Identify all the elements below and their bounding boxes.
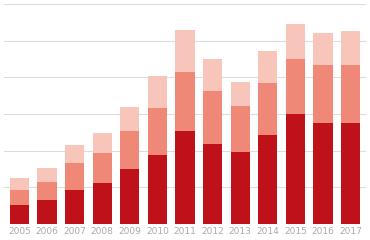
Bar [341,31,360,65]
Bar [10,178,29,190]
Bar [65,190,84,224]
Bar [313,65,333,123]
Bar [203,59,222,91]
Bar [148,155,167,224]
Bar [148,108,167,155]
Bar [92,153,112,183]
Bar [37,168,57,182]
Bar [148,76,167,108]
Bar [258,83,278,135]
Bar [203,144,222,224]
Bar [65,163,84,190]
Bar [37,182,57,200]
Bar [341,65,360,123]
Bar [203,91,222,144]
Bar [120,131,139,169]
Bar [231,82,250,106]
Bar [120,107,139,131]
Bar [231,152,250,224]
Bar [92,133,112,153]
Bar [65,144,84,163]
Bar [286,59,305,114]
Bar [258,135,278,224]
Bar [286,24,305,59]
Bar [231,106,250,152]
Bar [175,72,195,131]
Bar [286,114,305,224]
Bar [120,169,139,224]
Bar [92,183,112,224]
Bar [37,200,57,224]
Bar [258,51,278,83]
Bar [175,131,195,224]
Bar [10,205,29,224]
Bar [341,123,360,224]
Bar [175,30,195,72]
Bar [313,33,333,65]
Bar [10,190,29,205]
Bar [313,123,333,224]
